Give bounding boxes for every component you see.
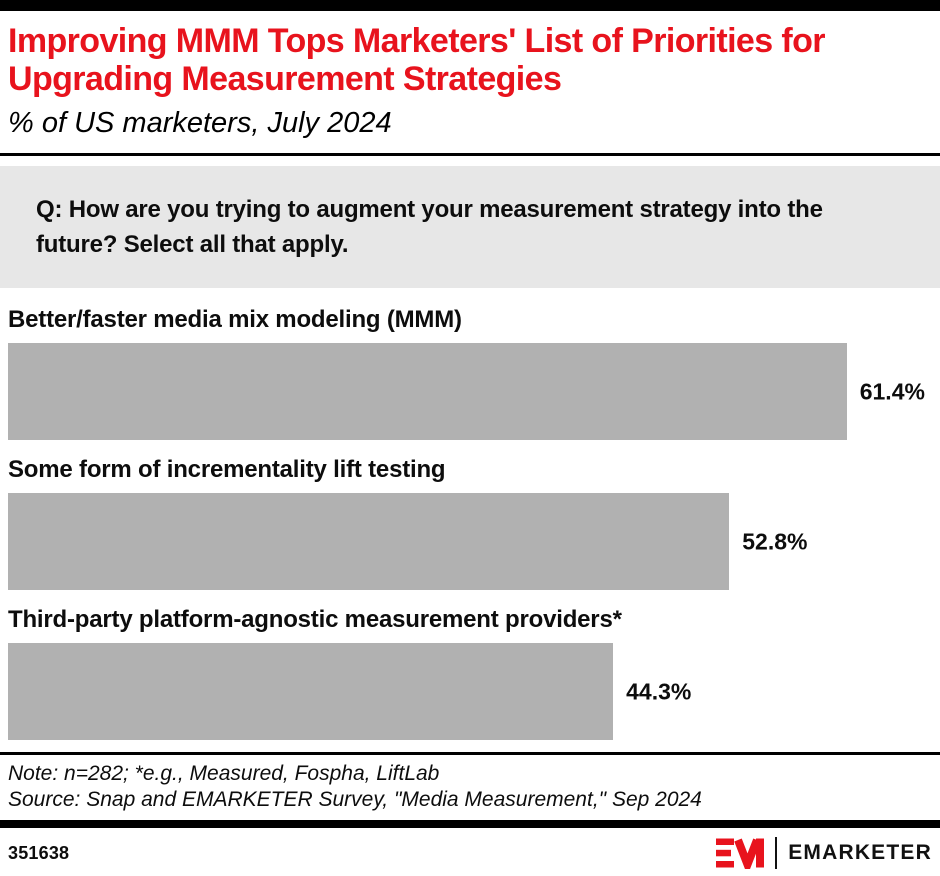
bar-track: 52.8% [0,493,940,590]
logo-divider [775,837,778,869]
survey-question-box: Q: How are you trying to augment your me… [0,166,940,288]
footer-divider-bar [0,820,940,828]
top-black-bar [0,0,940,11]
bar [8,343,847,440]
header: Improving MMM Tops Marketers' List of Pr… [0,11,940,140]
page-subtitle: % of US marketers, July 2024 [8,107,392,139]
header-divider [0,153,940,156]
survey-question-text: Q: How are you trying to augment your me… [36,196,823,258]
bar-track: 61.4% [0,343,940,440]
bar-label: Better/faster media mix modeling (MMM) [8,306,462,333]
bar-value: 61.4% [859,378,925,404]
chart-id: 351638 [8,842,70,863]
note-line: Note: n=282; *e.g., Measured, Fospha, Li… [8,762,440,785]
bar [8,643,614,740]
bar-label: Third-party platform-agnostic measuremen… [8,606,622,633]
bar-group-lift-testing: Some form of incrementality lift testing… [0,455,940,590]
page-title: Improving MMM Tops Marketers' List of Pr… [8,22,826,98]
bar-value: 52.8% [742,528,808,554]
bar-group-third-party: Third-party platform-agnostic measuremen… [0,605,940,740]
emarketer-wordmark: EMARKETER [788,841,932,864]
footnote: Note: n=282; *e.g., Measured, Fospha, Li… [0,752,940,820]
footer: 351638 EMARKETER [0,828,940,869]
bar-value: 44.3% [626,678,692,704]
em-logo-icon [716,838,765,869]
bar-group-mmm: Better/faster media mix modeling (MMM) 6… [0,305,940,440]
bar-label: Some form of incrementality lift testing [8,456,446,483]
bar-track: 44.3% [0,643,940,740]
bar [8,493,730,590]
emarketer-logo: EMARKETER [716,837,932,869]
source-line: Source: Snap and EMARKETER Survey, "Medi… [8,788,702,811]
bar-chart: Better/faster media mix modeling (MMM) 6… [0,305,940,740]
